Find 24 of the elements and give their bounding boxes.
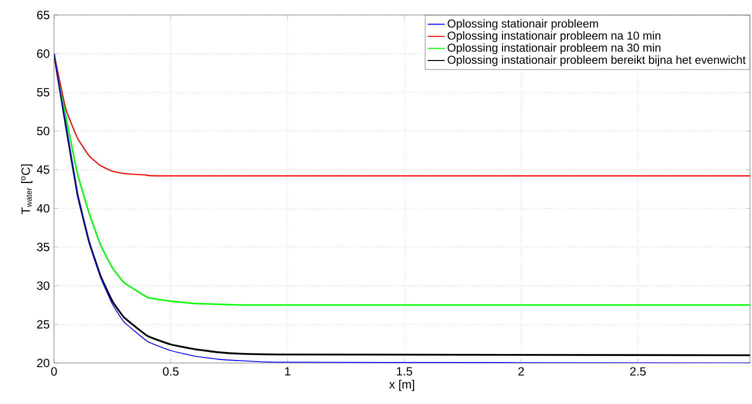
legend-label: Oplossing instationair probleem bereikt bijna het evenwicht (448, 55, 746, 66)
y-axis-title: T$_{water}$ [$^{o}$C] (21, 164, 32, 214)
y-tick-label: 55 (37, 88, 50, 96)
y-tick-label: 60 (37, 49, 50, 58)
y-tick-label: 30 (36, 281, 50, 290)
x-tick-label: 2 (518, 367, 524, 376)
legend-label: Oplossing instationair probleem na 30 min (448, 43, 660, 54)
y-tick-label: 35 (36, 242, 50, 252)
y-tick-label: 65 (37, 10, 50, 20)
legend-label: Oplossing instationair probleem na 10 min (448, 31, 660, 42)
y-tick-label: 25 (37, 320, 50, 329)
x-tick-label: 0 (51, 367, 57, 376)
y-tick-label: 50 (37, 126, 50, 136)
y-tick-label: 40 (36, 204, 50, 213)
y-tick-label: 20 (37, 358, 50, 368)
y-tick-label: 45 (36, 166, 50, 174)
x-tick-label: 2.5 (630, 367, 646, 376)
line-series (54, 52, 750, 306)
x-tick-label: 1 (285, 367, 290, 376)
line-series (54, 53, 750, 176)
legend-label: Oplossing stationair probleem (448, 19, 598, 30)
x-axis-title: x [m] (389, 380, 414, 391)
x-tick-label: 0.5 (162, 367, 179, 376)
x-tick-label: 1.5 (396, 367, 412, 376)
